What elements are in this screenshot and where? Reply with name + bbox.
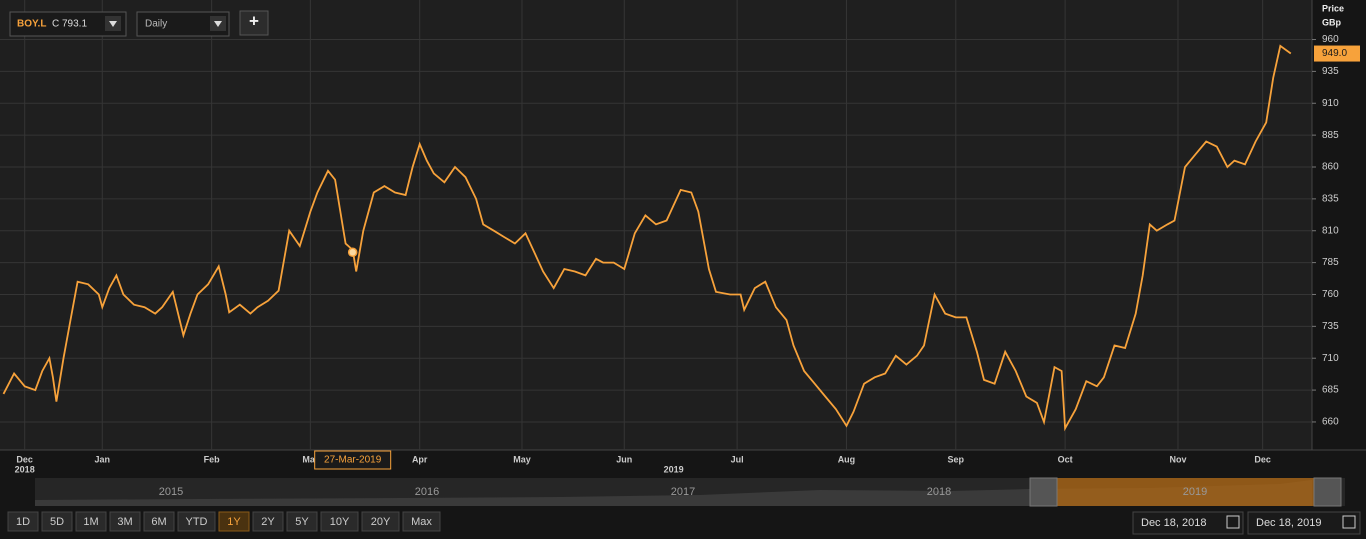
x-tick-label: Apr xyxy=(412,454,428,464)
add-icon: + xyxy=(249,11,259,30)
date-input[interactable] xyxy=(1132,511,1244,535)
range-button-label: 2Y xyxy=(261,516,275,528)
axis-unit: GBp xyxy=(1322,17,1342,27)
navigator-handle[interactable] xyxy=(1029,477,1058,507)
y-tick-label: 885 xyxy=(1322,130,1339,141)
range-button[interactable] xyxy=(252,511,284,532)
range-button[interactable] xyxy=(7,511,39,532)
tooltip-box xyxy=(314,450,392,470)
range-button-label: YTD xyxy=(186,516,208,528)
y-tick-label: 735 xyxy=(1322,321,1339,332)
x-tick-label: Jul xyxy=(731,454,744,464)
x-tick-label: May xyxy=(513,454,531,464)
y-tick-label: 660 xyxy=(1322,417,1339,428)
range-button-label: 1Y xyxy=(227,516,241,528)
symbol: BOY.L xyxy=(17,19,46,30)
calendar-icon[interactable] xyxy=(1226,515,1240,529)
x-tick-label: Jun xyxy=(616,454,632,464)
date-to: Dec 18, 2019 xyxy=(1256,517,1321,529)
dropdown-arrow xyxy=(214,21,222,27)
y-tick-label: 935 xyxy=(1322,66,1339,77)
x-tick-label: Sep xyxy=(948,454,965,464)
date-from: Dec 18, 2018 xyxy=(1141,517,1206,529)
axis-title: Price xyxy=(1322,3,1344,13)
last-price-box xyxy=(1314,45,1360,62)
range-button-label: 1D xyxy=(16,516,30,528)
y-tick-label: 710 xyxy=(1322,353,1339,364)
interval: Daily xyxy=(145,19,167,30)
navigator-year: 2016 xyxy=(415,486,439,498)
x-tick-label: Dec xyxy=(16,454,33,464)
range-button[interactable] xyxy=(402,511,441,532)
range-button[interactable] xyxy=(361,511,400,532)
price-line xyxy=(2,44,1292,432)
close-label: C 793.1 xyxy=(52,19,87,30)
y-tick-label: 760 xyxy=(1322,289,1339,300)
add-button[interactable] xyxy=(239,10,269,36)
range-button-label: 3M xyxy=(117,516,132,528)
range-button[interactable] xyxy=(143,511,175,532)
y-tick-label: 835 xyxy=(1322,194,1339,205)
navigator-window[interactable] xyxy=(1045,478,1315,506)
calendar-icon[interactable] xyxy=(1342,515,1356,529)
x-tick-label: Feb xyxy=(204,454,221,464)
dropdown-arrow xyxy=(109,21,117,27)
x-tick-label: Nov xyxy=(1169,454,1186,464)
y-tick-label: 910 xyxy=(1322,98,1339,109)
range-button[interactable] xyxy=(218,511,250,532)
date-input[interactable] xyxy=(1247,511,1361,535)
navigator-labels: 2015 2016 2017 2018 2019 xyxy=(159,486,1207,498)
last-price-label: 949.0 xyxy=(1322,48,1347,59)
range-button[interactable] xyxy=(109,511,141,532)
y-tick-label: 960 xyxy=(1322,34,1339,45)
x-year-label: 2019 xyxy=(664,464,684,474)
range-button-label: 5D xyxy=(50,516,64,528)
x-tick-label: Oct xyxy=(1058,454,1073,464)
y-tick-label: 685 xyxy=(1322,385,1339,396)
navigator-year: 2017 xyxy=(671,486,695,498)
range-button-label: 5Y xyxy=(295,516,309,528)
range-button-label: 20Y xyxy=(371,516,391,528)
range-button[interactable] xyxy=(286,511,318,532)
range-button-label: 1M xyxy=(83,516,98,528)
grid xyxy=(0,0,1312,450)
y-tick-label: 785 xyxy=(1322,257,1339,268)
x-year-label: 2018 xyxy=(15,464,35,474)
range-button-label: 6M xyxy=(151,516,166,528)
navigator-year: 2018 xyxy=(927,486,951,498)
hover-marker xyxy=(347,247,358,258)
x-tick-label: Dec xyxy=(1254,454,1271,464)
x-tick-label: Mar xyxy=(302,454,319,464)
range-button-label: Max xyxy=(411,516,432,528)
navigator-area xyxy=(35,480,1312,506)
range-button[interactable] xyxy=(41,511,73,532)
x-tick-label: Aug xyxy=(838,454,856,464)
y-tick-label: 810 xyxy=(1322,225,1339,236)
range-button-label: 10Y xyxy=(330,516,350,528)
navigator-year: 2015 xyxy=(159,486,183,498)
range-button[interactable] xyxy=(320,511,359,532)
navigator-handle[interactable] xyxy=(1313,477,1342,507)
navigator-year: 2019 xyxy=(1183,486,1207,498)
range-button[interactable] xyxy=(75,511,107,532)
y-tick-label: 860 xyxy=(1322,162,1339,173)
x-tick-label: Jan xyxy=(95,454,111,464)
tooltip-label: 27-Mar-2019 xyxy=(324,455,382,466)
range-button[interactable] xyxy=(177,511,216,532)
